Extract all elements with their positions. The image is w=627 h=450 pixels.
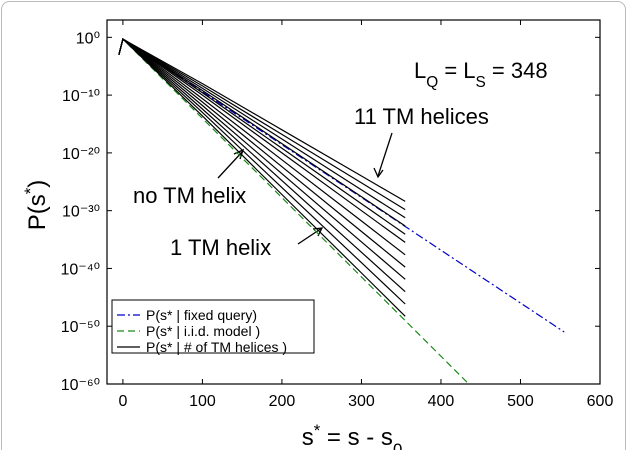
y-tick-label: 10⁻⁶⁰: [61, 377, 100, 394]
legend-label: P(s* | # of TM helices ): [146, 339, 287, 355]
x-axis-label: s* = s - s0: [302, 421, 403, 450]
legend-label: P(s* | i.i.d. model ): [146, 323, 260, 339]
y-tick-label: 10⁰: [76, 30, 100, 47]
x-tick-label: 200: [269, 393, 296, 410]
text-part: ): [24, 180, 51, 188]
arrow: [377, 132, 393, 177]
y-tick-label: 10⁻⁵⁰: [61, 319, 100, 336]
y-axis-label: P(s*): [21, 180, 52, 231]
length-annotation: LQ = LS = 348: [414, 58, 548, 91]
line: [118, 37, 406, 305]
text-part: Q: [426, 74, 438, 91]
x-tick-label: 400: [428, 393, 455, 410]
y-tick-label: 10⁻²⁰: [62, 146, 100, 163]
text-part: L: [414, 58, 426, 83]
text-part: P(s: [24, 194, 51, 230]
plot-frame: [106, 19, 601, 385]
x-tick-label: 600: [587, 393, 614, 410]
text-part: = 348: [486, 58, 548, 83]
legend-label: P(s* | fixed query): [146, 307, 257, 323]
text-part: 0: [393, 440, 402, 450]
annotation: no TM helix: [133, 183, 246, 208]
text-part: s: [302, 424, 314, 450]
legend-box: [111, 299, 315, 354]
y-tick-label: 10⁻³⁰: [62, 204, 100, 221]
x-tick-label: 500: [507, 393, 534, 410]
x-tick-label: 0: [118, 393, 127, 410]
annotation: 1 TM helix: [170, 235, 271, 260]
text-part: S: [476, 74, 486, 91]
annotation: 11 TM helices: [354, 104, 489, 129]
text-part: = s - s: [320, 424, 393, 450]
text-part: = L: [438, 58, 475, 83]
text-part: *: [21, 187, 40, 194]
x-tick-label: 300: [348, 393, 375, 410]
y-tick-label: 10⁻¹⁰: [62, 88, 100, 105]
text-part: *: [314, 421, 321, 440]
line: [118, 38, 406, 202]
y-tick-label: 10⁻⁴⁰: [60, 261, 100, 278]
arrow-head: [373, 167, 384, 179]
x-tick-label: 100: [189, 393, 216, 410]
